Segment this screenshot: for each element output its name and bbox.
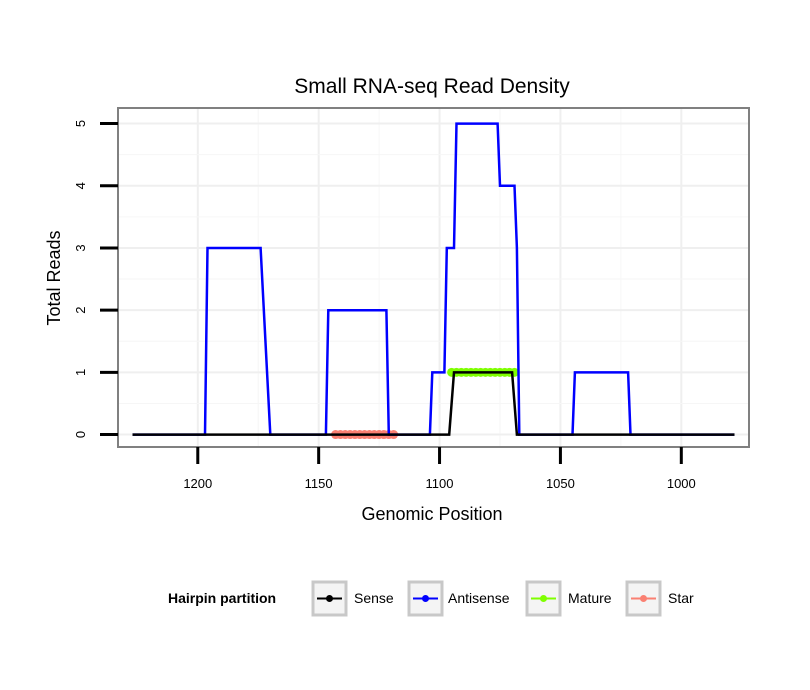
star-legend-label: Star <box>668 590 694 606</box>
x-tick-label: 1050 <box>546 476 575 491</box>
y-tick-label: 5 <box>73 120 88 127</box>
y-tick-label: 1 <box>73 369 88 376</box>
x-axis: 1200 1150 1100 1050 1000 <box>183 447 696 491</box>
sense-legend-dot <box>326 595 333 602</box>
y-tick-label: 3 <box>73 244 88 251</box>
x-tick-label: 1100 <box>426 476 454 491</box>
sense-series-line <box>132 371 735 436</box>
y-axis-title: Total Reads <box>44 230 64 325</box>
y-tick-label: 0 <box>73 431 88 438</box>
x-tick-label: 1200 <box>183 476 212 491</box>
plot-panel-border <box>117 107 750 448</box>
y-tick-label: 2 <box>73 307 88 314</box>
x-tick-label: 1000 <box>667 476 696 491</box>
series-layer <box>132 122 735 440</box>
y-axis: 0 1 2 3 4 5 <box>73 120 118 438</box>
mature-legend-label: Mature <box>568 590 612 606</box>
grid-lines <box>118 108 749 447</box>
antisense-legend-dot <box>422 595 429 602</box>
x-axis-title: Genomic Position <box>361 504 502 524</box>
antisense-legend-label: Antisense <box>448 590 510 606</box>
legend: Hairpin partition Sense Antisense Mature St… <box>168 580 694 617</box>
star-legend-dot <box>640 595 647 602</box>
legend-title: Hairpin partition <box>168 590 276 606</box>
x-tick-label: 1150 <box>305 476 333 491</box>
sense-legend-label: Sense <box>354 590 394 606</box>
mature-legend-dot <box>540 595 547 602</box>
y-tick-label: 4 <box>73 182 88 189</box>
chart-title: Small RNA-seq Read Density <box>294 75 570 98</box>
